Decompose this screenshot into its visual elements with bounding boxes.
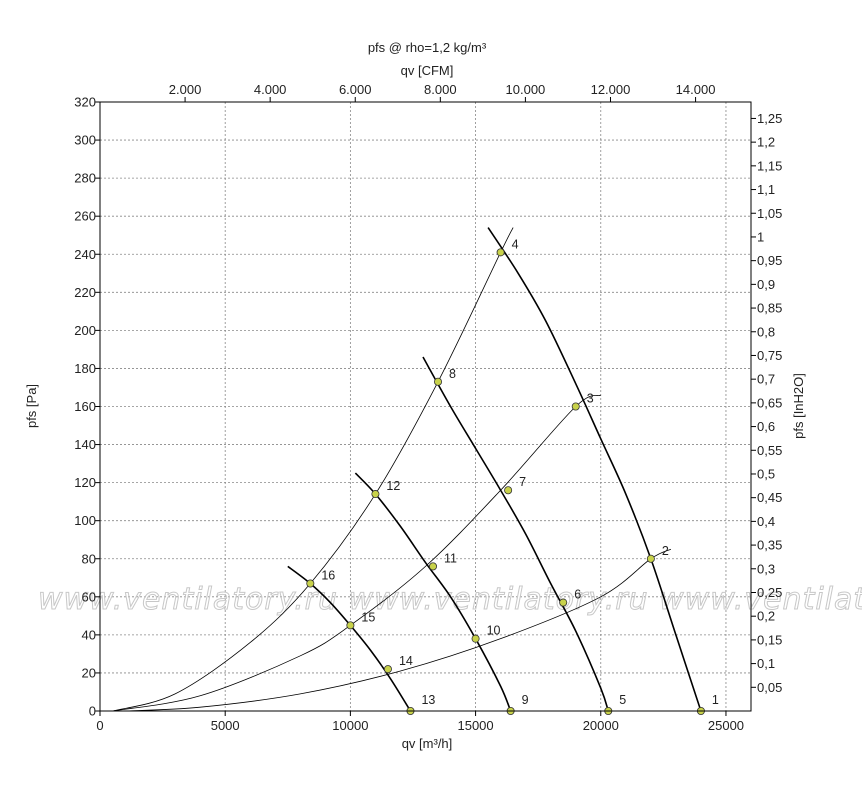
axis-ticks: 0204060801001201401601802002202402602803…	[74, 82, 782, 733]
top-x-axis-title: qv [CFM]	[401, 63, 454, 78]
top-x-tick-label: 12.000	[591, 82, 631, 97]
operating-point-label: 16	[321, 568, 335, 582]
right-y-tick-label: 0,25	[757, 585, 782, 600]
fan-curve	[422, 356, 610, 712]
right-y-tick-label: 0,4	[757, 514, 775, 529]
top-x-tick-label: 4.000	[254, 82, 287, 97]
operating-point	[434, 377, 443, 386]
right-y-tick-label: 0,7	[757, 372, 775, 387]
right-y-tick-label: 0,75	[757, 348, 782, 363]
operating-point-label: 6	[574, 588, 581, 602]
right-y-tick-label: 1,15	[757, 158, 782, 173]
x-tick-label: 5000	[211, 718, 240, 733]
operating-point	[571, 402, 580, 411]
operating-point-label: 9	[522, 693, 529, 707]
operating-point-label: 1	[712, 693, 719, 707]
operating-point	[383, 665, 392, 674]
x-axis-title: qv [m³/h]	[402, 736, 453, 751]
operating-point-label: 4	[512, 237, 519, 251]
top-x-tick-label: 14.000	[676, 82, 716, 97]
operating-point	[646, 554, 655, 563]
y-tick-label: 60	[82, 589, 96, 604]
right-y-tick-label: 0,15	[757, 632, 782, 647]
operating-point	[429, 562, 438, 571]
operating-point-label: 5	[619, 693, 626, 707]
x-tick-label: 0	[96, 718, 103, 733]
operating-point-label: 14	[399, 654, 413, 668]
y-tick-label: 20	[82, 665, 96, 680]
y-tick-label: 180	[74, 361, 96, 376]
operating-point	[559, 598, 568, 607]
chart-title: pfs @ rho=1,2 kg/m³	[368, 40, 487, 55]
curves	[112, 227, 702, 712]
top-x-tick-label: 10.000	[506, 82, 546, 97]
top-x-tick-label: 2.000	[169, 82, 202, 97]
right-y-tick-label: 0,95	[757, 253, 782, 268]
y-tick-label: 80	[82, 551, 96, 566]
x-tick-label: 20000	[583, 718, 619, 733]
y-axis-title: pfs [Pa]	[24, 384, 39, 428]
right-y-tick-label: 1	[757, 229, 764, 244]
right-y-tick-label: 0,9	[757, 277, 775, 292]
system-curve	[125, 548, 672, 712]
x-tick-label: 15000	[457, 718, 493, 733]
operating-point	[306, 579, 315, 588]
operating-point-label: 7	[519, 475, 526, 489]
top-x-tick-label: 8.000	[424, 82, 457, 97]
operating-point	[496, 248, 505, 257]
operating-point-label: 8	[449, 367, 456, 381]
right-y-tick-label: 1,2	[757, 135, 775, 150]
operating-point-label: 15	[361, 610, 375, 624]
x-tick-label: 10000	[332, 718, 368, 733]
fan-curve	[487, 227, 702, 712]
operating-point	[346, 621, 355, 630]
right-y-tick-label: 0,5	[757, 466, 775, 481]
y-tick-label: 120	[74, 475, 96, 490]
watermark-text: www.ventilatory.ru www.ventilatory.ru ww…	[38, 582, 862, 617]
right-y-tick-label: 0,2	[757, 609, 775, 624]
y-tick-label: 40	[82, 627, 96, 642]
right-y-tick-label: 0,3	[757, 561, 775, 576]
y-tick-label: 0	[89, 704, 96, 719]
right-y-tick-label: 0,85	[757, 301, 782, 316]
right-y-tick-label: 0,45	[757, 490, 782, 505]
y-tick-label: 160	[74, 399, 96, 414]
system-curve	[112, 394, 601, 712]
top-x-tick-label: 6.000	[339, 82, 372, 97]
right-y-tick-label: 0,05	[757, 680, 782, 695]
right-y-tick-label: 0,35	[757, 538, 782, 553]
operating-point-label: 10	[487, 624, 501, 638]
y-tick-label: 220	[74, 285, 96, 300]
right-y-tick-label: 0,8	[757, 324, 775, 339]
y-tick-label: 240	[74, 247, 96, 262]
operating-point-label: 11	[444, 551, 457, 565]
right-y-tick-label: 0,1	[757, 656, 775, 671]
y-tick-label: 320	[74, 95, 96, 110]
y-tick-label: 300	[74, 133, 96, 148]
right-y-tick-label: 1,05	[757, 206, 782, 221]
right-y-tick-label: 1,25	[757, 111, 782, 126]
right-y-tick-label: 1,1	[757, 182, 775, 197]
operating-point-label: 3	[587, 392, 594, 406]
operating-point	[371, 490, 380, 499]
operating-point	[471, 634, 480, 643]
operating-point-label: 2	[662, 544, 669, 558]
right-y-axis-title: pfs [InH2O]	[791, 373, 806, 439]
y-tick-label: 280	[74, 171, 96, 186]
system-curve	[112, 227, 514, 712]
y-tick-label: 140	[74, 437, 96, 452]
operating-point	[504, 486, 513, 495]
y-tick-label: 200	[74, 323, 96, 338]
y-tick-label: 260	[74, 209, 96, 224]
watermark: www.ventilatory.ru www.ventilatory.ru ww…	[38, 582, 862, 618]
operating-point-label: 13	[421, 693, 435, 707]
operating-point-label: 12	[386, 479, 400, 493]
right-y-tick-label: 0,65	[757, 395, 782, 410]
right-y-tick-label: 0,6	[757, 419, 775, 434]
x-tick-label: 25000	[708, 718, 744, 733]
y-tick-label: 100	[74, 513, 96, 528]
right-y-tick-label: 0,55	[757, 443, 782, 458]
